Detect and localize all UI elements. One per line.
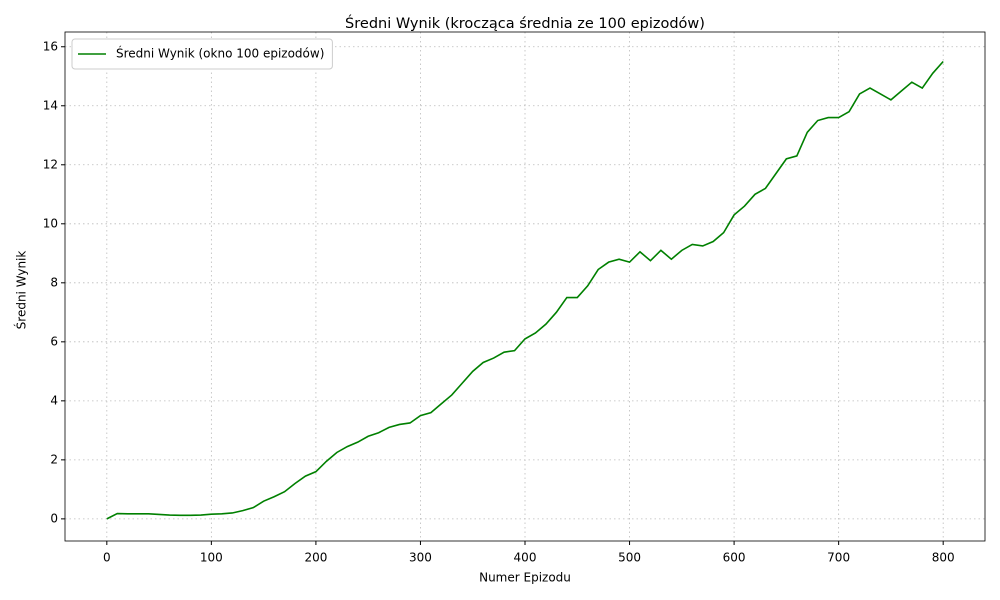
x-tick-label: 700 [827,551,850,565]
x-tick-label: 800 [932,551,955,565]
y-tick-label: 2 [50,452,58,466]
y-axis-label: Średni Wynik [14,251,29,330]
y-tick-label: 14 [43,98,58,112]
x-tick-label: 500 [618,551,641,565]
x-tick-label: 400 [514,551,537,565]
x-tick-label: 200 [304,551,327,565]
y-tick-label: 0 [50,511,58,525]
plot-frame [64,31,986,542]
y-tick-label: 16 [43,39,58,53]
data-line [106,60,944,520]
x-axis-label: Numer Epizodu [479,571,571,585]
x-tick-label: 300 [409,551,432,565]
y-tick-label: 12 [43,157,58,171]
y-tick-label: 6 [50,334,58,348]
x-tick-label: 0 [103,551,111,565]
x-tick-label: 600 [723,551,746,565]
y-tick-label: 4 [50,393,58,407]
x-tick-label: 100 [200,551,223,565]
legend-label: Średni Wynik (okno 100 epizodów) [116,46,324,61]
legend-box [71,38,333,70]
y-tick-label: 8 [50,275,58,289]
y-tick-label: 10 [43,216,58,230]
chart-title: Średni Wynik (krocząca średnia ze 100 ep… [345,14,705,32]
